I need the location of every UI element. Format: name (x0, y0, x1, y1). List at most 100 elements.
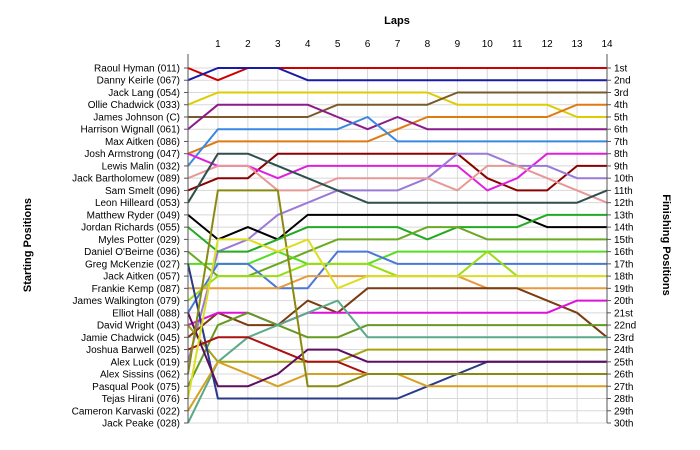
starting-position-label: Raoul Hyman (011) (94, 64, 180, 75)
finishing-position-label: 30th (614, 419, 633, 430)
x-tick-label: 4 (305, 39, 311, 50)
finishing-position-label: 19th (614, 284, 633, 295)
series-line-11 (187, 164, 608, 204)
finishing-position-label: 13th (614, 210, 633, 221)
starting-position-label: Joshua Barwell (025) (86, 345, 180, 356)
series-line-30 (187, 238, 607, 399)
x-tick-labels: 1 2 3 4 5 6 7 8 9 10 11 12 13 14 (215, 39, 613, 50)
starting-position-label: Pasqual Pook (075) (92, 382, 180, 393)
finishing-position-label: 3rd (614, 88, 628, 99)
x-tick-label: 14 (601, 39, 613, 50)
x-tick-label: 2 (245, 39, 251, 50)
finishing-position-label: 18th (614, 272, 633, 283)
starting-position-label: Matthew Ryder (049) (87, 210, 180, 221)
finishing-position-label: 6th (614, 125, 628, 136)
starting-position-label: Myles Potter (029) (98, 235, 180, 246)
grid (187, 67, 608, 424)
x-tick-label: 5 (335, 39, 341, 50)
series-line-13 (187, 213, 607, 241)
finishing-position-label: 20th (614, 296, 633, 307)
series-line-24 (187, 324, 607, 363)
starting-position-label: Lewis Malin (032) (102, 161, 180, 172)
series-line-16 (188, 250, 607, 265)
series-lines (187, 67, 608, 424)
x-tick-label: 13 (572, 39, 584, 50)
starting-position-label: Jack Lang (054) (108, 88, 180, 99)
finishing-position-label: 22nd (614, 321, 636, 332)
finishing-position-label: 29th (614, 406, 633, 417)
starting-position-label: Max Aitken (086) (105, 137, 180, 148)
finishing-position-label: 24th (614, 345, 633, 356)
x-tick-label: 7 (395, 39, 401, 50)
series-line-29 (187, 189, 607, 388)
starting-position-label: Jack Peake (028) (102, 419, 180, 430)
x-tick-label: 12 (542, 39, 554, 50)
series-line-3 (187, 91, 607, 118)
series-line-12 (187, 152, 608, 204)
finishing-position-label: 25th (614, 357, 633, 368)
starting-position-label: Frankie Kemp (087) (92, 284, 180, 295)
starting-position-label: Alex Luck (019) (111, 357, 180, 368)
finishing-position-label: 14th (614, 223, 633, 234)
finishing-position-label: 5th (614, 112, 628, 123)
series-line-23 (187, 299, 607, 424)
starting-position-label: Daniel O'Beirne (036) (84, 247, 180, 258)
x-tick-label: 3 (275, 39, 281, 50)
x-axis-title: Laps (384, 15, 410, 27)
x-tick-label: 6 (365, 39, 371, 50)
starting-position-label: Alex Sissins (062) (100, 370, 180, 381)
left-axis-title: Starting Positions (22, 198, 34, 292)
series-line-2 (187, 67, 607, 82)
finishing-position-label: 21st (614, 308, 633, 319)
starting-position-label: Tejas Hirani (076) (102, 394, 180, 405)
starting-position-label: Greg McKenzie (027) (85, 259, 180, 270)
finishing-position-label: 9th (614, 161, 628, 172)
finishing-position-label: 11th (614, 186, 633, 197)
starting-position-label: James Walkington (079) (73, 296, 180, 307)
series-line-17 (187, 250, 607, 314)
right-axis-title: Finishing Positions (660, 194, 672, 295)
finishing-position-label: 2nd (614, 76, 631, 87)
series-line-6 (187, 103, 607, 131)
series-line-28 (187, 312, 607, 388)
finishing-position-label: 23rd (614, 333, 634, 344)
finishing-position-label: 28th (614, 394, 633, 405)
finishing-position-label: 17th (614, 259, 633, 270)
starting-position-label: Sam Smelt (096) (105, 186, 180, 197)
x-tick-label: 1 (215, 39, 221, 50)
finishing-position-label: 8th (614, 149, 628, 160)
finishing-labels: 1st2nd3rd4th5th6th7th8th9th10th11th12th1… (614, 64, 636, 430)
finishing-position-label: 10th (614, 174, 633, 185)
starting-position-label: Danny Keirle (067) (97, 76, 180, 87)
starting-position-label: Cameron Karvaski (022) (72, 406, 180, 417)
finishing-position-label: 1st (614, 64, 628, 75)
plot-frame (184, 54, 611, 424)
finishing-position-label: 15th (614, 235, 633, 246)
x-tick-label: 9 (455, 39, 461, 50)
finishing-position-label: 12th (614, 198, 633, 209)
series-line-22 (187, 311, 607, 387)
finishing-position-label: 16th (614, 247, 633, 258)
x-tick-label: 8 (425, 39, 431, 50)
finishing-position-label: 26th (614, 370, 633, 381)
starting-position-label: Jack Aitken (057) (103, 272, 180, 283)
series-line-14 (187, 213, 607, 253)
starting-position-label: David Wright (043) (97, 321, 180, 332)
starting-position-label: Ollie Chadwick (033) (88, 100, 180, 111)
series-line-4 (188, 91, 607, 118)
finishing-position-label: 4th (614, 100, 628, 111)
series-line-20 (187, 287, 608, 339)
starting-position-label: Harrison Wignall (061) (81, 125, 180, 136)
starting-position-label: Jack Bartholomew (089) (72, 174, 180, 185)
series-line-5 (187, 103, 607, 155)
series-line-7 (187, 116, 607, 167)
starting-labels: Raoul Hyman (011)Danny Keirle (067)Jack … (72, 64, 180, 430)
starting-position-label: Leon Hilleard (053) (95, 198, 180, 209)
x-tick-label: 11 (512, 39, 523, 50)
starting-position-label: Elliot Hall (088) (112, 308, 180, 319)
starting-position-label: Jamie Chadwick (045) (81, 333, 180, 344)
finishing-position-label: 7th (614, 137, 628, 148)
series-line-9 (187, 152, 607, 192)
x-tick-label: 10 (482, 39, 494, 50)
